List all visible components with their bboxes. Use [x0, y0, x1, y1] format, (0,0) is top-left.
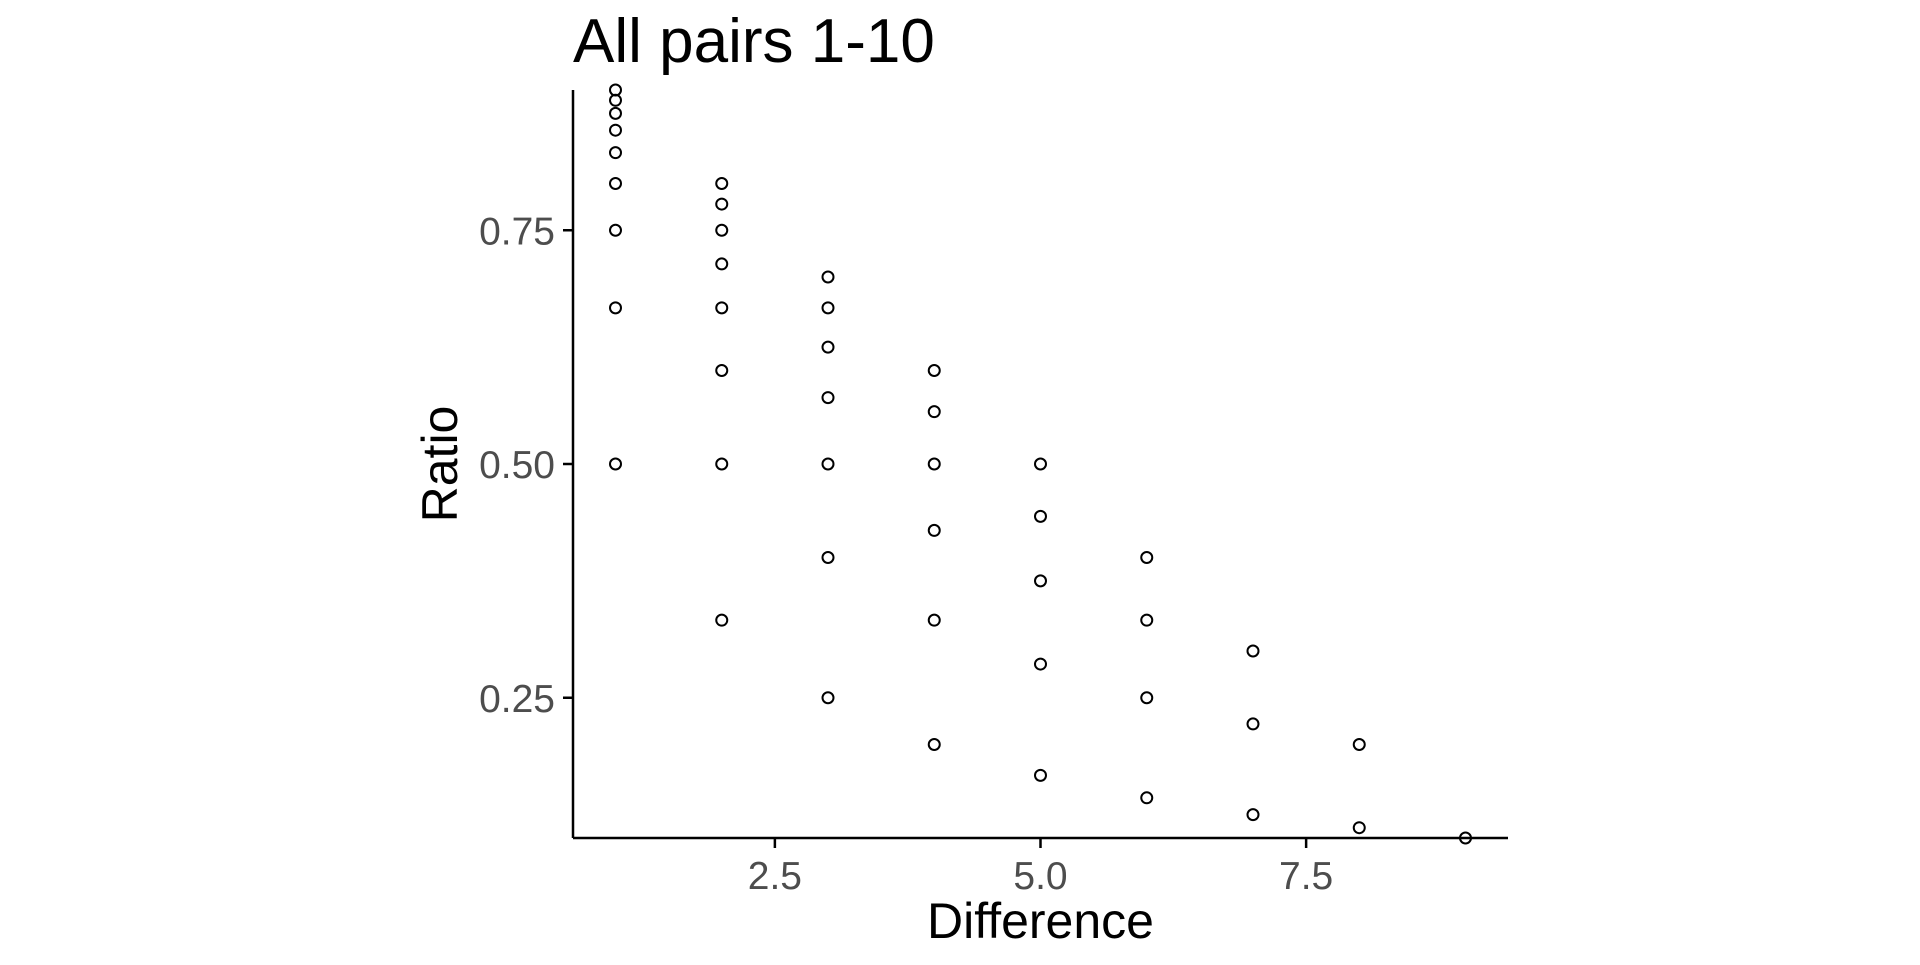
data-point: [1034, 574, 1047, 588]
y-axis-ticks: 0.25 0.50 0.75: [479, 210, 573, 721]
data-point: [1034, 768, 1047, 782]
data-point: [927, 364, 941, 377]
data-point: [927, 523, 941, 537]
y-tick-label: 0.25: [479, 678, 555, 721]
chart-title: All pairs 1-10: [573, 7, 935, 76]
data-point: [609, 223, 622, 237]
data-point: [609, 177, 622, 190]
y-tick-label: 0.75: [479, 210, 555, 253]
x-axis-ticks: 2.5 5.0 7.5: [748, 838, 1333, 898]
x-tick-label: 7.5: [1279, 855, 1333, 898]
data-point: [821, 691, 835, 705]
data-point: [715, 613, 729, 627]
data-point: [715, 223, 729, 237]
data-point: [1246, 644, 1260, 658]
data-point: [1352, 821, 1366, 835]
y-axis-title: Ratio: [412, 406, 468, 523]
data-point: [821, 551, 835, 564]
data-point: [715, 364, 729, 377]
data-point: [821, 457, 835, 471]
data-point: [715, 257, 729, 271]
data-point: [609, 301, 622, 315]
data-point: [821, 340, 835, 354]
data-point: [609, 83, 622, 97]
data-point: [927, 457, 941, 471]
data-point: [1034, 509, 1047, 523]
data-point: [609, 457, 622, 471]
data-point: [821, 301, 835, 315]
data-point: [1034, 457, 1047, 471]
data-point: [821, 270, 835, 284]
points-layer: [609, 83, 1472, 845]
data-point: [1140, 691, 1154, 705]
data-point: [609, 146, 622, 160]
data-point: [927, 613, 941, 627]
data-point: [609, 123, 622, 137]
data-point: [715, 177, 729, 190]
y-tick-label: 0.50: [479, 444, 555, 487]
data-point: [1246, 808, 1260, 822]
data-point: [1246, 717, 1260, 731]
data-point: [1140, 551, 1154, 564]
x-axis-title: Difference: [927, 893, 1154, 949]
x-tick-label: 5.0: [1013, 855, 1067, 898]
data-point: [927, 738, 941, 751]
data-point: [1140, 791, 1154, 805]
data-point: [715, 197, 729, 211]
data-point: [1034, 657, 1047, 671]
x-tick-label: 2.5: [748, 855, 802, 898]
data-point: [1352, 738, 1366, 751]
data-point: [1140, 613, 1154, 627]
data-point: [715, 301, 729, 315]
data-point: [715, 457, 729, 471]
data-point: [927, 405, 941, 419]
data-point: [609, 106, 622, 120]
data-point: [821, 391, 835, 405]
